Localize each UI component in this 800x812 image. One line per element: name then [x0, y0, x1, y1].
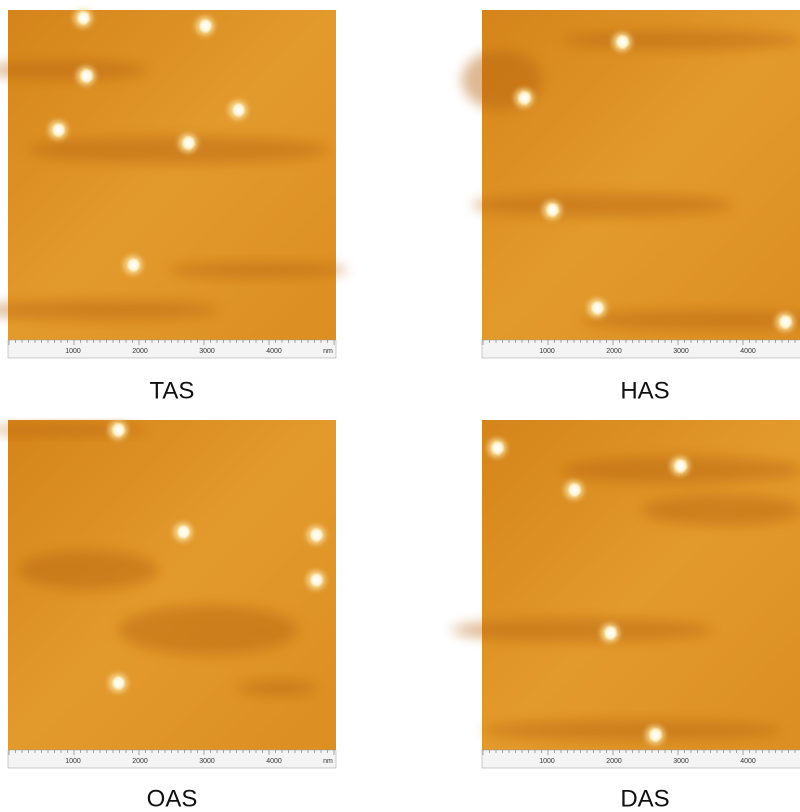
- afm-panel: 1000 2000 3000 4000: [462, 10, 800, 358]
- scale-label: 4000: [740, 348, 756, 355]
- scale-bar: [8, 340, 336, 358]
- surface-shade: [642, 494, 800, 526]
- scale-label: 2000: [132, 758, 148, 765]
- afm-panel: 1000 2000 3000 4000 nm: [0, 420, 336, 768]
- scale-label: 3000: [673, 348, 689, 355]
- surface-shade: [28, 136, 328, 164]
- afm-panel: 1000 2000 3000 4000: [452, 420, 800, 768]
- scale-label: 1000: [65, 348, 81, 355]
- scale-label: 4000: [266, 348, 282, 355]
- scale-label: 2000: [606, 758, 622, 765]
- scale-label: 2000: [132, 348, 148, 355]
- scale-label: 1000: [65, 758, 81, 765]
- panel-caption: TAS: [150, 377, 195, 404]
- scale-label: 4000: [740, 758, 756, 765]
- scale-label: nm: [323, 758, 333, 765]
- surface-shade: [472, 193, 732, 217]
- scale-label: nm: [323, 348, 333, 355]
- scale-bar: [8, 750, 336, 768]
- scale-label: 1000: [539, 758, 555, 765]
- afm-image: [8, 10, 336, 340]
- scale-label: 3000: [199, 348, 215, 355]
- page: 1000 2000 3000 4000 nm TAS 1000 2000 3000 4000 HAS…: [0, 0, 800, 812]
- panel-caption: DAS: [620, 785, 669, 812]
- panel-caption: HAS: [620, 377, 669, 404]
- surface-shade: [238, 680, 318, 696]
- scale-label: 3000: [199, 758, 215, 765]
- figure: 1000 2000 3000 4000 nm TAS 1000 2000 3000 4000 HAS…: [0, 0, 800, 812]
- scale-label: 1000: [539, 348, 555, 355]
- scale-label: 2000: [606, 348, 622, 355]
- surface-shade: [452, 618, 712, 642]
- surface-shade: [168, 262, 348, 278]
- surface-shade: [118, 605, 298, 655]
- scale-label: 3000: [673, 758, 689, 765]
- afm-panel: 1000 2000 3000 4000 nm: [0, 8, 348, 358]
- surface-shade: [562, 30, 800, 50]
- panel-caption: OAS: [147, 785, 198, 812]
- surface-shade: [482, 720, 782, 740]
- surface-shade: [18, 550, 158, 590]
- scale-label: 4000: [266, 758, 282, 765]
